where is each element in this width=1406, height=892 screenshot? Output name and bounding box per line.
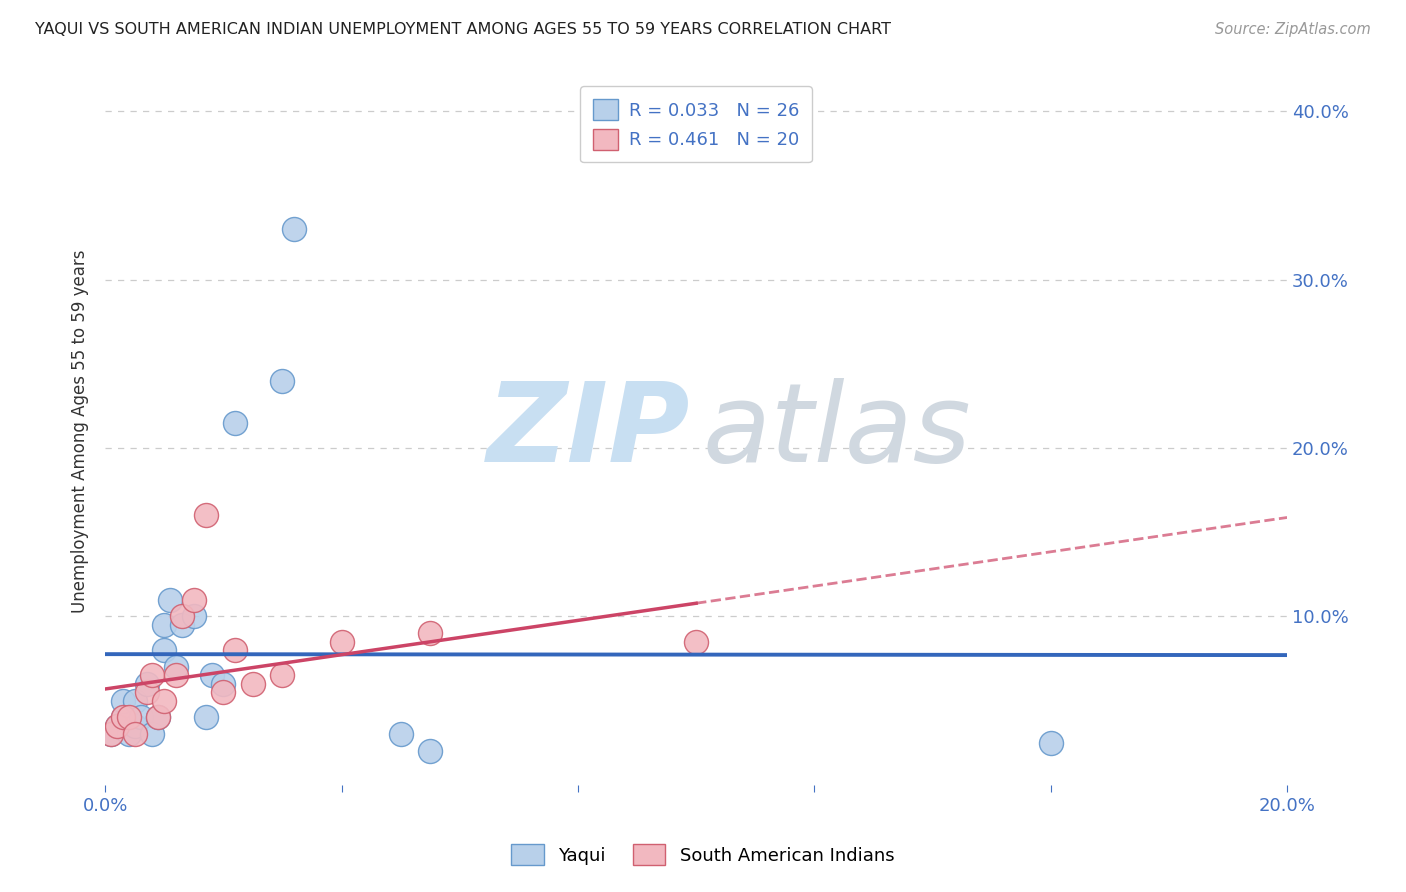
Point	[118, 727, 141, 741]
Point	[153, 693, 176, 707]
Legend: Yaqui, South American Indians: Yaqui, South American Indians	[502, 835, 904, 874]
Point	[183, 592, 205, 607]
Point	[1039, 736, 1062, 750]
Point	[419, 744, 441, 758]
Point	[170, 609, 193, 624]
Point	[194, 710, 217, 724]
Point	[159, 592, 181, 607]
Point	[271, 374, 294, 388]
Point	[271, 668, 294, 682]
Point	[141, 727, 163, 741]
Point	[100, 727, 122, 741]
Point	[165, 660, 187, 674]
Point	[419, 626, 441, 640]
Point	[129, 710, 152, 724]
Point	[200, 668, 222, 682]
Point	[105, 719, 128, 733]
Point	[100, 727, 122, 741]
Point	[212, 685, 235, 699]
Point	[124, 693, 146, 707]
Point	[685, 634, 707, 648]
Point	[141, 668, 163, 682]
Legend: R = 0.033   N = 26, R = 0.461   N = 20: R = 0.033 N = 26, R = 0.461 N = 20	[581, 87, 813, 162]
Point	[153, 617, 176, 632]
Text: atlas: atlas	[702, 377, 970, 484]
Point	[183, 609, 205, 624]
Point	[111, 710, 134, 724]
Point	[165, 668, 187, 682]
Point	[153, 643, 176, 657]
Point	[124, 719, 146, 733]
Point	[148, 710, 170, 724]
Point	[170, 617, 193, 632]
Point	[330, 634, 353, 648]
Point	[105, 719, 128, 733]
Point	[194, 508, 217, 523]
Point	[118, 710, 141, 724]
Point	[224, 643, 246, 657]
Point	[148, 710, 170, 724]
Point	[283, 222, 305, 236]
Point	[111, 693, 134, 707]
Point	[224, 416, 246, 430]
Point	[242, 676, 264, 690]
Point	[124, 727, 146, 741]
Y-axis label: Unemployment Among Ages 55 to 59 years: Unemployment Among Ages 55 to 59 years	[72, 250, 89, 613]
Point	[111, 710, 134, 724]
Text: Source: ZipAtlas.com: Source: ZipAtlas.com	[1215, 22, 1371, 37]
Point	[135, 676, 157, 690]
Text: ZIP: ZIP	[486, 377, 690, 484]
Point	[389, 727, 412, 741]
Point	[212, 676, 235, 690]
Text: YAQUI VS SOUTH AMERICAN INDIAN UNEMPLOYMENT AMONG AGES 55 TO 59 YEARS CORRELATIO: YAQUI VS SOUTH AMERICAN INDIAN UNEMPLOYM…	[35, 22, 891, 37]
Point	[135, 685, 157, 699]
